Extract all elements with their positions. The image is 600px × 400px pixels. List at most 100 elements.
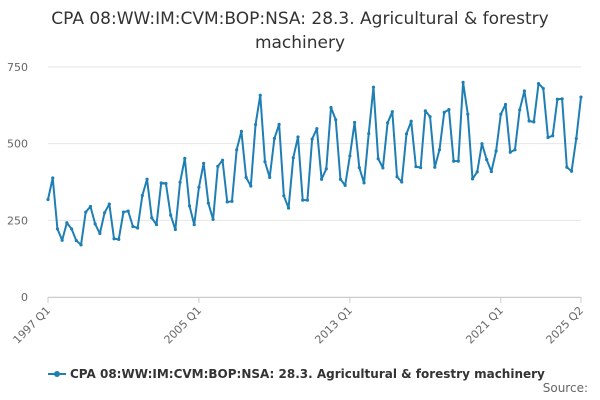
data-point[interactable]	[305, 198, 310, 202]
data-point[interactable]	[192, 223, 196, 227]
data-point[interactable]	[579, 95, 583, 99]
data-point[interactable]	[334, 118, 338, 122]
data-point[interactable]	[60, 238, 64, 242]
data-point[interactable]	[145, 177, 149, 181]
data-point[interactable]	[173, 227, 177, 232]
data-point[interactable]	[518, 108, 522, 112]
data-point[interactable]	[197, 185, 201, 189]
data-point[interactable]	[98, 231, 102, 236]
data-point[interactable]	[513, 148, 517, 152]
data-point[interactable]	[555, 97, 560, 101]
data-point[interactable]	[475, 170, 479, 174]
data-point[interactable]	[536, 81, 541, 86]
data-point[interactable]	[178, 180, 182, 184]
data-point[interactable]	[390, 110, 394, 114]
data-point[interactable]	[296, 135, 300, 139]
data-point[interactable]	[315, 127, 319, 131]
data-point[interactable]	[286, 206, 291, 210]
data-point[interactable]	[343, 183, 347, 187]
data-point[interactable]	[541, 86, 545, 91]
data-point[interactable]	[532, 120, 536, 124]
data-point[interactable]	[140, 193, 144, 198]
data-point[interactable]	[546, 135, 550, 140]
data-point[interactable]	[352, 120, 357, 125]
data-point[interactable]	[220, 158, 225, 162]
data-point[interactable]	[461, 80, 465, 84]
data-point[interactable]	[88, 204, 93, 209]
data-point[interactable]	[522, 89, 526, 93]
data-point[interactable]	[376, 157, 380, 161]
data-point[interactable]	[423, 109, 427, 113]
data-point[interactable]	[107, 202, 111, 206]
data-point[interactable]	[310, 137, 314, 141]
data-point[interactable]	[51, 176, 55, 180]
data-point[interactable]	[447, 108, 451, 112]
data-point[interactable]	[442, 110, 446, 114]
data-point[interactable]	[84, 210, 88, 214]
data-point[interactable]	[565, 165, 569, 169]
data-point[interactable]	[409, 119, 413, 123]
data-point[interactable]	[216, 164, 220, 168]
data-point[interactable]	[301, 198, 305, 202]
data-point[interactable]	[381, 166, 385, 170]
data-point[interactable]	[277, 122, 281, 126]
data-point[interactable]	[508, 150, 512, 154]
data-point[interactable]	[235, 148, 239, 152]
data-point[interactable]	[419, 165, 423, 170]
legend[interactable]: CPA 08:WW:IM:CVM:BOP:NSA: 28.3. Agricult…	[48, 366, 545, 382]
data-point[interactable]	[136, 226, 140, 230]
data-point[interactable]	[131, 224, 135, 229]
data-point[interactable]	[386, 121, 390, 125]
data-point[interactable]	[466, 112, 470, 116]
data-point[interactable]	[560, 97, 564, 101]
data-point[interactable]	[202, 161, 206, 165]
data-point[interactable]	[480, 142, 484, 146]
data-point[interactable]	[433, 165, 437, 169]
data-point[interactable]	[253, 123, 258, 127]
data-point[interactable]	[348, 154, 352, 158]
data-point[interactable]	[456, 159, 460, 163]
data-point[interactable]	[230, 199, 234, 203]
data-point[interactable]	[357, 165, 361, 170]
data-point[interactable]	[79, 243, 83, 247]
data-point[interactable]	[414, 165, 418, 169]
data-point[interactable]	[268, 175, 272, 179]
data-point[interactable]	[404, 132, 409, 136]
data-point[interactable]	[65, 221, 69, 225]
data-point[interactable]	[244, 175, 248, 179]
data-point[interactable]	[485, 158, 489, 162]
data-point[interactable]	[527, 119, 531, 123]
data-point[interactable]	[74, 238, 78, 243]
data-point[interactable]	[291, 156, 295, 160]
data-point[interactable]	[329, 105, 333, 110]
data-point[interactable]	[551, 134, 555, 138]
data-point[interactable]	[211, 217, 215, 222]
data-point[interactable]	[183, 156, 187, 160]
data-point[interactable]	[569, 169, 574, 173]
data-point[interactable]	[362, 181, 366, 185]
data-point[interactable]	[272, 136, 277, 141]
data-point[interactable]	[499, 112, 503, 116]
data-point[interactable]	[206, 201, 210, 205]
data-point[interactable]	[367, 131, 371, 136]
data-point[interactable]	[154, 223, 159, 227]
data-point[interactable]	[150, 216, 154, 220]
data-point[interactable]	[503, 102, 508, 107]
data-point[interactable]	[239, 129, 243, 133]
data-point[interactable]	[489, 169, 493, 174]
data-point[interactable]	[69, 227, 74, 231]
data-point[interactable]	[55, 227, 60, 231]
data-point[interactable]	[93, 222, 97, 226]
data-point[interactable]	[574, 136, 578, 141]
data-point[interactable]	[437, 148, 442, 152]
data-point[interactable]	[159, 181, 163, 185]
data-point[interactable]	[117, 237, 121, 241]
data-point[interactable]	[371, 85, 376, 89]
data-point[interactable]	[46, 197, 50, 202]
data-point[interactable]	[164, 181, 168, 186]
data-point[interactable]	[470, 177, 475, 181]
data-point[interactable]	[494, 149, 498, 153]
data-point[interactable]	[338, 177, 343, 181]
data-point[interactable]	[324, 167, 328, 171]
data-point[interactable]	[258, 93, 262, 97]
